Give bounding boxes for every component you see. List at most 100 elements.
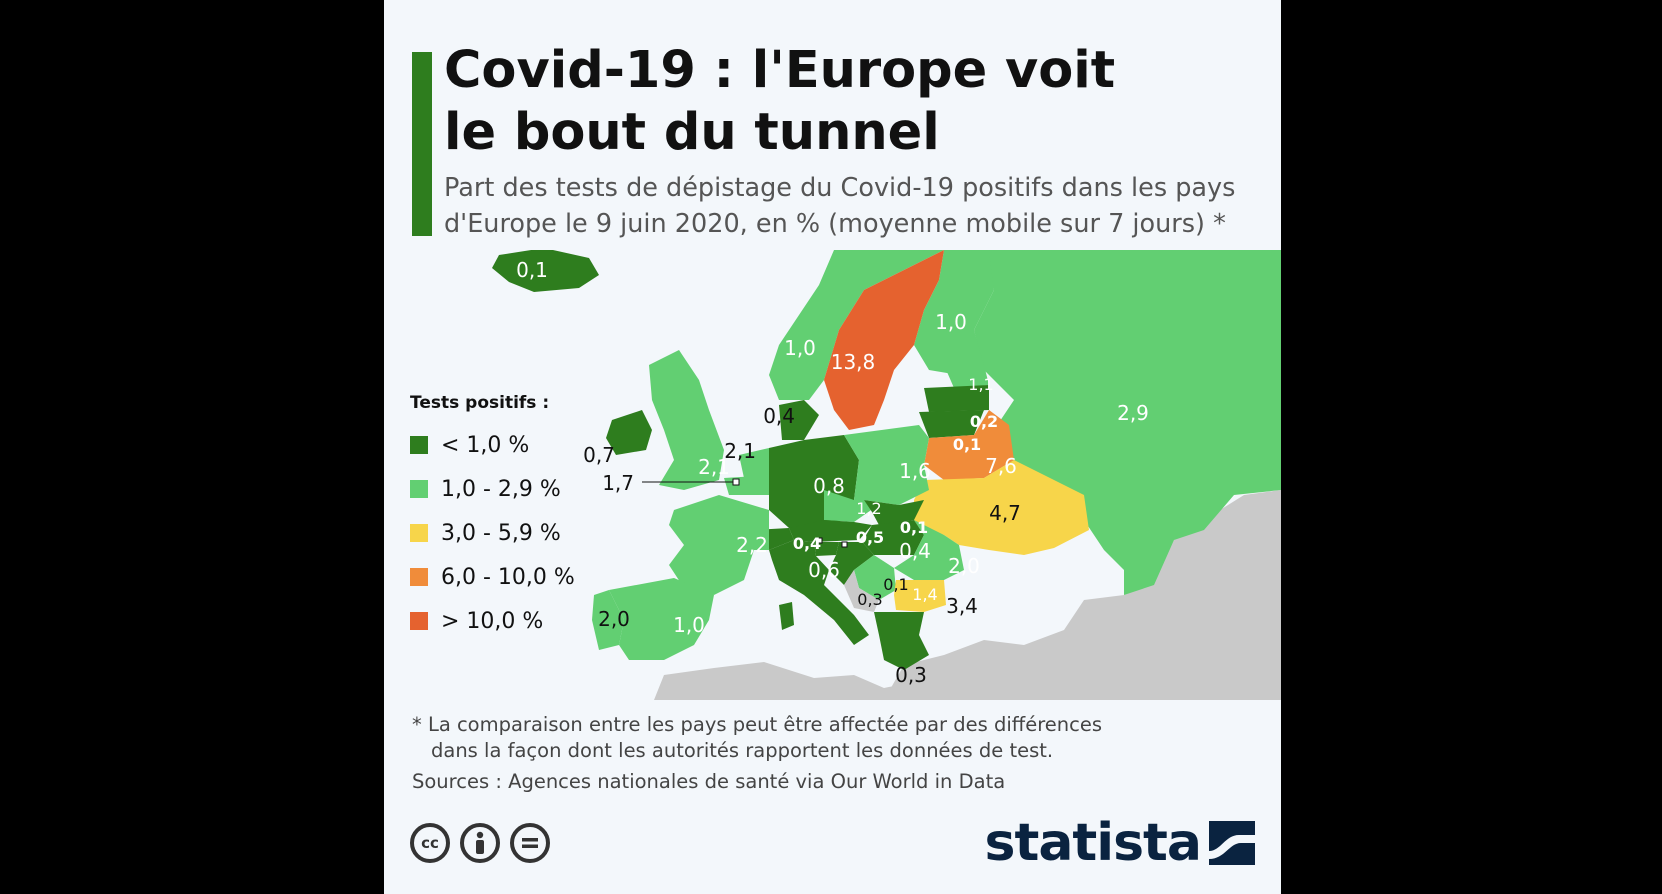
page-title: Covid-19 : l'Europe voit le bout du tunn… xyxy=(444,40,1244,164)
country-russia xyxy=(974,250,1281,595)
nd-equals-icon[interactable] xyxy=(510,823,550,863)
label-belarus: 7,6 xyxy=(985,454,1017,478)
legend-item-6-10: 6,0 - 10,0 % xyxy=(410,555,575,599)
label-poland: 1,6 xyxy=(899,459,931,483)
license-icons[interactable]: cc xyxy=(410,823,560,863)
country-slovakia xyxy=(864,500,924,525)
label-finland: 1,0 xyxy=(935,310,967,334)
label-hungary: 0,4 xyxy=(899,539,931,563)
label-russia: 2,9 xyxy=(1117,401,1149,425)
country-poland xyxy=(844,425,929,505)
country-denmark xyxy=(779,400,819,440)
country-latvia xyxy=(924,385,989,412)
person-glyph xyxy=(476,831,484,854)
map-legend: Tests positifs : < 1,0 % 1,0 - 2,9 % 3,0… xyxy=(410,393,575,643)
country-ireland xyxy=(606,410,652,455)
country-croatia xyxy=(829,542,874,585)
country-czech xyxy=(824,490,874,522)
label-serbia: 1,4 xyxy=(912,585,937,604)
legend-item-1-2_9: 1,0 - 2,9 % xyxy=(410,467,575,511)
label-ireland: 0,7 xyxy=(583,443,615,467)
statista-logo-icon xyxy=(1209,821,1255,865)
statista-brand[interactable]: statista xyxy=(985,813,1255,873)
country-estonia xyxy=(944,365,989,388)
legend-item-gt-10: > 10,0 % xyxy=(410,599,575,643)
country-italy xyxy=(769,540,869,645)
label-norway: 1,0 xyxy=(784,336,816,360)
legend-swatch xyxy=(410,524,428,542)
legend-item-3-5_9: 3,0 - 5,9 % xyxy=(410,511,575,555)
label-croatia: 0,1 xyxy=(883,575,908,594)
label-greece: 0,3 xyxy=(895,663,927,687)
label-bulgaria: 3,4 xyxy=(946,594,978,618)
country-sweden xyxy=(824,250,944,430)
country-iceland xyxy=(492,250,599,292)
label-estonia: 1,1 xyxy=(968,375,993,394)
subtitle: Part des tests de dépistage du Covid-19 … xyxy=(444,170,1274,242)
label-italy: 0,6 xyxy=(808,558,840,582)
infographic-card: Covid-19 : l'Europe voit le bout du tunn… xyxy=(384,0,1281,894)
legend-label: < 1,0 % xyxy=(441,432,530,458)
leader-croatia-box xyxy=(841,541,848,548)
europe-map: 0,1 1,0 13,8 1,0 2,9 1,1 0,2 0,1 7,6 0,4… xyxy=(492,250,1281,700)
country-finland xyxy=(914,250,994,375)
label-france: 2,2 xyxy=(736,533,768,557)
label-uk: 2,1 xyxy=(698,455,730,479)
label-iceland: 0,1 xyxy=(516,258,548,282)
legend-title: Tests positifs : xyxy=(410,393,550,413)
brand-name: statista xyxy=(984,813,1202,873)
by-person-icon[interactable] xyxy=(460,823,500,863)
country-ukraine xyxy=(914,460,1089,555)
cc-icon[interactable]: cc xyxy=(410,823,450,863)
legend-label: > 10,0 % xyxy=(441,608,544,634)
label-romania: 2,0 xyxy=(948,554,980,578)
subtitle-line-2: d'Europe le 9 juin 2020, en % (moyenne m… xyxy=(444,209,1226,239)
leader-slovenia-box xyxy=(816,537,823,544)
legend-label: 1,0 - 2,9 % xyxy=(441,476,561,502)
country-value-labels: 0,1 1,0 13,8 1,0 2,9 1,1 0,2 0,1 7,6 0,4… xyxy=(516,258,1149,687)
country-serbia xyxy=(854,555,896,600)
country-uk xyxy=(649,350,724,490)
country-belgium xyxy=(724,475,774,495)
country-netherlands xyxy=(739,448,774,478)
country-spain xyxy=(609,578,714,660)
country-norway xyxy=(769,250,944,400)
footnote-line-1: * La comparaison entre les pays peut êtr… xyxy=(412,713,1103,736)
country-bosnia-grey xyxy=(844,570,879,612)
sources-text: Sources : Agences nationales de santé vi… xyxy=(412,770,1006,793)
title-line-2: le bout du tunnel xyxy=(444,103,940,162)
footnote: * La comparaison entre les pays peut êtr… xyxy=(412,712,1172,764)
label-lithuania: 0,1 xyxy=(953,435,981,454)
legend-label: 6,0 - 10,0 % xyxy=(441,564,575,590)
label-switzerland: 0,4 xyxy=(793,534,821,553)
country-belarus xyxy=(924,410,1014,480)
legend-swatch xyxy=(410,480,428,498)
label-portugal: 2,0 xyxy=(598,607,630,631)
country-bulgaria xyxy=(894,580,946,612)
country-lithuania xyxy=(919,410,984,438)
label-netherlands: 2,1 xyxy=(724,439,756,463)
equals-glyph xyxy=(522,838,538,848)
legend-item-lt-1: < 1,0 % xyxy=(410,423,575,467)
country-portugal xyxy=(592,590,624,650)
label-austria: 0,5 xyxy=(856,528,884,547)
country-romania xyxy=(894,520,964,580)
country-hungary xyxy=(862,520,924,555)
country-slovenia xyxy=(814,542,839,556)
label-germany: 0,8 xyxy=(813,474,845,498)
footnote-line-2: dans la façon dont les autorités rapport… xyxy=(431,739,1054,762)
label-slovenia: 0,3 xyxy=(857,590,882,609)
label-spain: 1,0 xyxy=(673,613,705,637)
legend-swatch xyxy=(410,436,428,454)
label-latvia: 0,2 xyxy=(970,412,998,431)
label-belgium: 1,7 xyxy=(602,471,634,495)
label-denmark: 0,4 xyxy=(763,404,795,428)
map-asia-grey xyxy=(884,490,1281,700)
country-austria xyxy=(789,520,872,542)
subtitle-line-1: Part des tests de dépistage du Covid-19 … xyxy=(444,173,1236,203)
legend-swatch xyxy=(410,612,428,630)
legend-swatch xyxy=(410,568,428,586)
label-czech: 1,2 xyxy=(856,499,881,518)
title-line-1: Covid-19 : l'Europe voit xyxy=(444,41,1116,100)
legend-label: 3,0 - 5,9 % xyxy=(441,520,561,546)
